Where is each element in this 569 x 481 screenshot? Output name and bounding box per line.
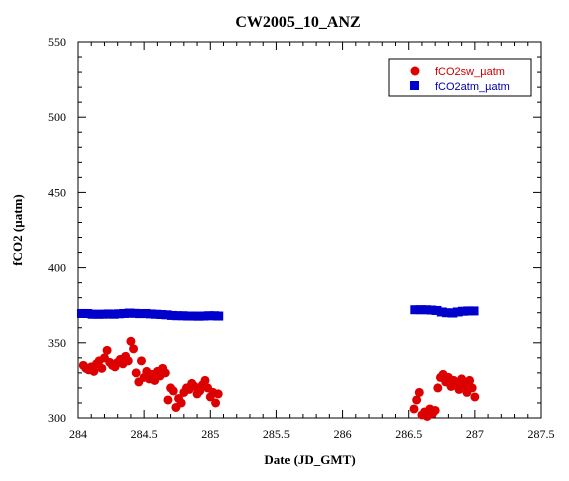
point-fco2sw (129, 344, 139, 354)
point-fco2atm (92, 309, 103, 319)
point-fco2atm (151, 309, 162, 319)
point-fco2atm (442, 308, 453, 318)
point-fco2atm (145, 309, 156, 319)
point-fco2sw (470, 392, 480, 402)
point-fco2sw (430, 405, 440, 415)
y-tick-label: 350 (48, 336, 66, 350)
point-fco2sw (163, 395, 173, 405)
legend: fCO2sw_µatm fCO2atm_µatm (388, 58, 532, 97)
point-fco2atm (135, 309, 146, 319)
point-fco2sw (97, 363, 107, 373)
point-fco2atm (452, 307, 463, 317)
point-fco2atm (468, 306, 479, 316)
point-fco2atm (156, 310, 167, 320)
point-fco2atm (82, 308, 93, 318)
point-fco2atm (426, 305, 437, 315)
legend-marker-fco2atm (410, 81, 419, 90)
point-fco2sw (102, 345, 112, 355)
y-tick-labels: 300 350 400 450 500 550 (48, 35, 66, 425)
x-tick-label: 286.5 (395, 427, 422, 441)
point-fco2sw (467, 383, 477, 393)
point-fco2sw (126, 336, 136, 346)
point-fco2atm (182, 311, 193, 321)
point-fco2sw (409, 404, 419, 414)
y-tick-label: 500 (48, 110, 66, 124)
legend-label-fco2sw: fCO2sw_µatm (435, 66, 505, 78)
point-fco2atm (177, 311, 188, 321)
y-tick-label: 550 (48, 35, 66, 49)
point-fco2atm (463, 306, 474, 316)
y-tick-label: 400 (48, 261, 66, 275)
point-fco2atm (166, 310, 177, 320)
x-axis-label: Date (JD_GMT) (264, 452, 355, 467)
x-tick-label: 285.5 (263, 427, 290, 441)
point-fco2sw (131, 368, 141, 378)
point-fco2atm (188, 311, 199, 321)
point-fco2sw (160, 368, 170, 378)
point-fco2atm (87, 309, 98, 319)
y-tick-label: 450 (48, 185, 66, 199)
point-fco2sw (465, 375, 475, 385)
x-tick-labels: 284 284.5 285 285.5 286 286.5 287 287.5 (69, 427, 555, 441)
point-fco2atm (124, 308, 135, 318)
point-fco2atm (213, 311, 224, 321)
y-tick-label: 300 (48, 411, 66, 425)
point-fco2sw (168, 386, 178, 396)
point-fco2atm (436, 307, 447, 317)
point-fco2sw (136, 356, 146, 366)
point-fco2atm (457, 306, 468, 316)
x-tick-label: 287 (466, 427, 484, 441)
point-fco2atm (420, 305, 431, 315)
point-fco2atm (410, 305, 421, 315)
chart-title: CW2005_10_ANZ (235, 14, 360, 31)
point-fco2atm (76, 308, 87, 318)
point-fco2sw (123, 356, 133, 366)
x-tick-label: 287.5 (528, 427, 555, 441)
point-fco2atm (447, 308, 458, 318)
data-points (76, 305, 480, 421)
point-fco2atm (119, 308, 130, 318)
point-fco2sw (211, 398, 221, 408)
point-fco2sw (414, 387, 424, 397)
point-fco2atm (431, 305, 442, 315)
point-fco2atm (108, 309, 119, 319)
point-fco2sw (213, 389, 223, 399)
point-fco2sw (176, 398, 186, 408)
point-fco2atm (98, 309, 109, 319)
point-fco2atm (193, 311, 204, 321)
legend-marker-fco2sw (410, 66, 420, 76)
y-axis-label: fCO2 (µatm) (10, 194, 25, 265)
point-fco2atm (198, 311, 209, 321)
point-fco2atm (103, 309, 114, 319)
x-tick-label: 284 (69, 427, 87, 441)
point-fco2sw (200, 375, 210, 385)
plot-area (77, 41, 542, 419)
point-fco2atm (114, 309, 125, 319)
axis-ticks (77, 41, 542, 419)
x-tick-label: 286 (334, 427, 352, 441)
point-fco2atm (161, 310, 172, 320)
point-fco2atm (140, 308, 151, 318)
x-tick-label: 285 (201, 427, 219, 441)
legend-label-fco2atm: fCO2atm_µatm (435, 81, 510, 93)
point-fco2atm (415, 305, 426, 315)
point-fco2atm (203, 311, 214, 321)
x-tick-label: 284.5 (131, 427, 158, 441)
point-fco2sw (412, 395, 422, 405)
point-fco2atm (172, 311, 183, 321)
point-fco2sw (433, 383, 443, 393)
point-fco2sw (89, 366, 99, 376)
point-fco2atm (129, 308, 140, 318)
